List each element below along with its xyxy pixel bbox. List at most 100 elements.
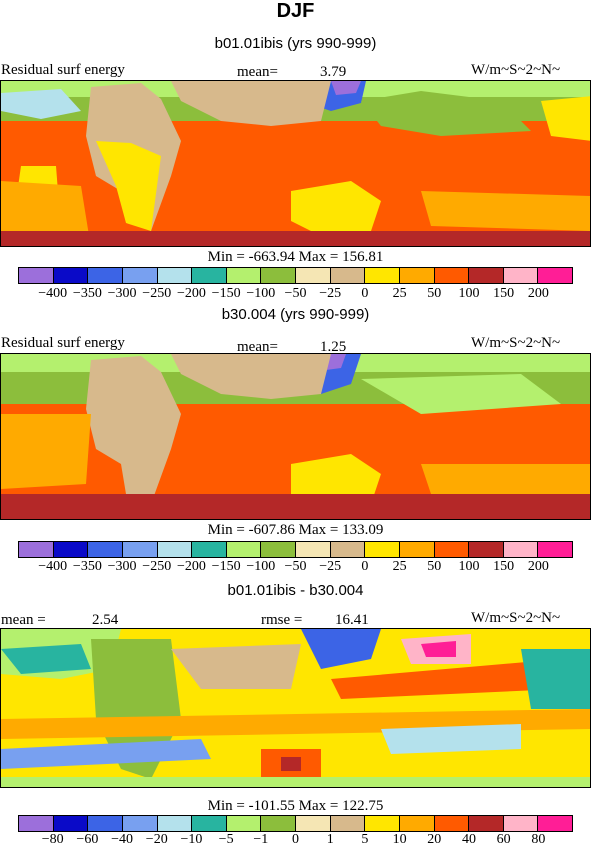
colorbar-tick-label: 1 [326, 832, 334, 847]
panel-3-title: b01.01ibis - b30.004 [227, 582, 364, 599]
colorbar-swatch [434, 268, 470, 283]
colorbar-swatch [538, 268, 572, 283]
panel-2-map [0, 353, 591, 520]
colorbar-swatch [503, 542, 539, 557]
colorbar-swatch [53, 542, 89, 557]
colorbar-tick-label: 200 [527, 559, 549, 574]
colorbar-tick-label: 150 [493, 286, 515, 301]
colorbar-swatch [469, 816, 504, 831]
colorbar-swatch [53, 268, 89, 283]
colorbar-tick-label: 25 [392, 559, 407, 574]
panel-1-tick-labels: −400 −350 −300 −250 −200 −150 −100 −50 −25 0 25 50 1… [18, 286, 573, 302]
panel-1-colorbar [18, 267, 573, 284]
panel-2-min-max: Min = -607.86 Max = 133.09 [207, 522, 384, 538]
colorbar-swatch [157, 816, 193, 831]
panel-3-map [0, 628, 591, 788]
colorbar-tick-label: 60 [496, 832, 511, 847]
colorbar-swatch [296, 542, 331, 557]
panel-1-units: W/m~S~2~N~ [471, 62, 561, 78]
colorbar-tick-label: −5 [218, 832, 234, 847]
colorbar-swatch [122, 816, 158, 831]
colorbar-swatch [226, 268, 262, 283]
colorbar-swatch [53, 816, 89, 831]
colorbar-tick-label: −350 [72, 286, 102, 301]
colorbar-swatch [538, 816, 572, 831]
panel-3-units: W/m~S~2~N~ [471, 610, 561, 626]
colorbar-tick-label: −250 [142, 559, 172, 574]
colorbar-swatch [469, 542, 504, 557]
colorbar-swatch [19, 542, 54, 557]
colorbar-tick-label: −300 [107, 559, 137, 574]
colorbar-tick-label: 100 [458, 559, 480, 574]
colorbar-tick-label: 20 [427, 832, 442, 847]
colorbar-swatch [226, 816, 262, 831]
colorbar-tick-label: 150 [493, 559, 515, 574]
colorbar-swatch [399, 268, 435, 283]
colorbar-tick-label: −150 [211, 286, 241, 301]
colorbar-tick-label: −400 [38, 559, 68, 574]
colorbar-swatch [157, 542, 193, 557]
colorbar-swatch [330, 542, 366, 557]
panel-3-rmse-label: rmse = [261, 612, 303, 628]
colorbar-tick-label: −200 [176, 559, 206, 574]
colorbar-tick-label: 80 [531, 832, 546, 847]
colorbar-swatch [330, 816, 366, 831]
colorbar-swatch [122, 542, 158, 557]
colorbar-swatch [365, 268, 400, 283]
colorbar-tick-label: 100 [458, 286, 480, 301]
colorbar-swatch [261, 542, 296, 557]
colorbar-swatch [122, 268, 158, 283]
colorbar-swatch [296, 816, 331, 831]
colorbar-tick-label: −10 [180, 832, 203, 847]
panel-3-rmse-value: 16.41 [335, 612, 369, 628]
panel-1-min-max: Min = -663.94 Max = 156.81 [207, 249, 384, 265]
panel-1-variable-label: Residual surf energy [1, 62, 125, 78]
colorbar-tick-label: 5 [361, 832, 369, 847]
colorbar-swatch [261, 816, 296, 831]
colorbar-tick-label: −350 [72, 559, 102, 574]
panel-1-title: b01.01ibis (yrs 990-999) [214, 35, 377, 52]
colorbar-tick-label: −1 [253, 832, 269, 847]
colorbar-tick-label: −80 [41, 832, 64, 847]
colorbar-swatch [192, 816, 227, 831]
colorbar-swatch [192, 542, 227, 557]
panel-3-tick-labels: −80 −60 −40 −20 −10 −5 −1 0 1 5 10 20 40 60 80 [18, 832, 573, 848]
panel-2-tick-labels: −400 −350 −300 −250 −200 −150 −100 −50 −25 0 25 50 1… [18, 559, 573, 575]
colorbar-tick-label: 0 [361, 286, 369, 301]
panel-2-mean-label: mean= [237, 339, 278, 355]
colorbar-swatch [434, 542, 470, 557]
panel-2-mean-value: 1.25 [320, 339, 347, 355]
colorbar-swatch [19, 816, 54, 831]
colorbar-tick-label: −100 [246, 286, 276, 301]
main-title: DJF [276, 0, 315, 22]
colorbar-tick-label: −300 [107, 286, 137, 301]
colorbar-tick-label: 50 [427, 286, 442, 301]
colorbar-swatch [296, 268, 331, 283]
colorbar-swatch [19, 268, 54, 283]
colorbar-tick-label: 25 [392, 286, 407, 301]
colorbar-swatch [538, 542, 572, 557]
colorbar-swatch [88, 816, 123, 831]
colorbar-swatch [399, 816, 435, 831]
colorbar-swatch [503, 268, 539, 283]
colorbar-swatch [365, 816, 400, 831]
colorbar-tick-label: −50 [284, 559, 307, 574]
panel-1-map [0, 80, 591, 247]
colorbar-swatch [434, 816, 470, 831]
colorbar-tick-label: −60 [76, 832, 99, 847]
colorbar-tick-label: −50 [284, 286, 307, 301]
colorbar-swatch [365, 542, 400, 557]
colorbar-tick-label: 0 [292, 832, 299, 847]
colorbar-tick-label: 50 [427, 559, 442, 574]
panel-2-colorbar [18, 541, 573, 558]
panel-2-variable-label: Residual surf energy [1, 335, 125, 351]
colorbar-tick-label: −250 [142, 286, 172, 301]
colorbar-swatch [88, 268, 123, 283]
panel-3-colorbar [18, 815, 573, 832]
panel-3-min-max: Min = -101.55 Max = 122.75 [207, 798, 384, 814]
panel-1-mean-label: mean= [237, 64, 278, 80]
colorbar-swatch [399, 542, 435, 557]
panel-3-mean-label: mean = [1, 612, 46, 628]
colorbar-tick-label: −100 [246, 559, 276, 574]
colorbar-tick-label: 200 [527, 286, 549, 301]
